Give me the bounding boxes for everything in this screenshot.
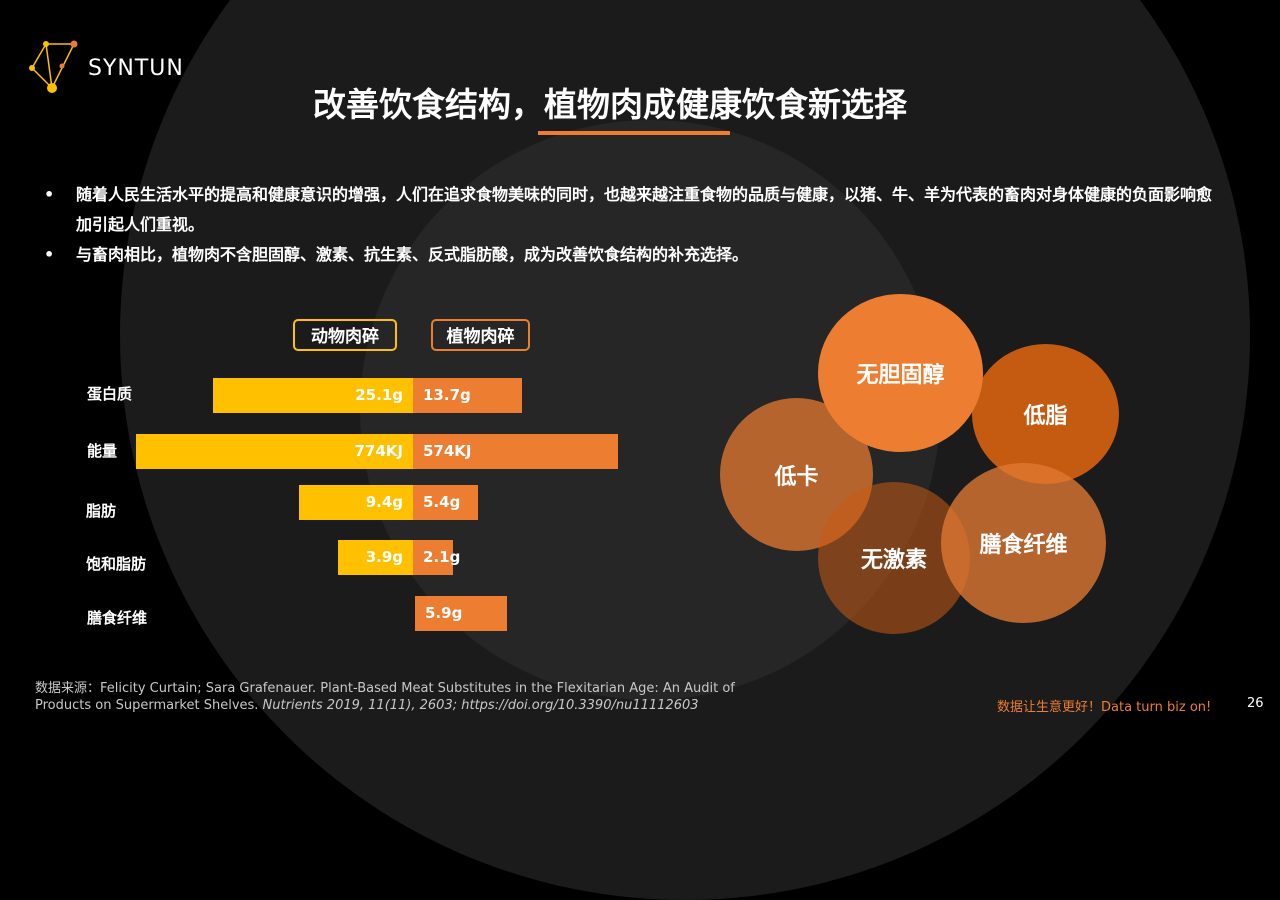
bar-plant: 5.4g <box>413 485 479 520</box>
legend-animal: 动物肉碎 <box>293 319 397 351</box>
category-label: 能量 <box>87 442 118 460</box>
bar-animal: 3.9g <box>338 540 413 575</box>
logo-network-icon <box>29 40 78 93</box>
bullet-list: • 随着人民生活水平的提高和健康意识的增强，人们在追求食物美味的同时，也越来越注重… <box>40 180 1220 270</box>
bubble-dietary-fiber: 膳食纤维 <box>941 463 1106 623</box>
bar-animal: 25.1g <box>213 378 413 413</box>
bubble-no-cholesterol: 无胆固醇 <box>818 294 983 452</box>
bar-plant: 5.9g <box>415 596 507 631</box>
legend-plant: 植物肉碎 <box>431 319 530 351</box>
category-label: 脂肪 <box>86 502 117 520</box>
bullet-item: • 与畜肉相比，植物肉不含胆固醇、激素、抗生素、反式脂肪酸，成为改善饮食结构的补充… <box>44 245 749 264</box>
category-label: 膳食纤维 <box>87 609 148 627</box>
title-underline <box>538 131 730 135</box>
footer-slogan: 数据让生意更好！Data turn biz on! <box>997 700 1212 715</box>
logo-text: SYNTUN <box>88 56 184 81</box>
bubble-low-fat: 低脂 <box>972 344 1119 484</box>
page-number: 26 <box>1247 696 1264 711</box>
bar-plant: 13.7g <box>413 378 523 413</box>
source-line-1: 数据来源：Felicity Curtain; Sara Grafenauer. … <box>35 681 735 696</box>
category-label: 饱和脂肪 <box>86 555 147 573</box>
source-line-2: Products on Supermarket Shelves. <box>35 698 263 713</box>
bar-plant: 574KJ <box>413 434 619 469</box>
category-label: 蛋白质 <box>87 385 133 403</box>
page-title: 改善饮食结构，植物肉成健康饮食新选择 <box>313 85 907 124</box>
logo: SYNTUN <box>28 38 208 98</box>
source-citation-italic: Nutrients 2019, 11(11), 2603; https://do… <box>262 698 699 713</box>
bullet-text: 随着人民生活水平的提高和健康意识的增强，人们在追求食物美味的同时，也越来越注重食… <box>76 185 1213 234</box>
bar-animal: 9.4g <box>299 485 413 520</box>
source-citation: 数据来源：Felicity Curtain; Sara Grafenauer. … <box>35 680 735 714</box>
bar-animal: 774KJ <box>136 434 413 469</box>
bullet-text: 与畜肉相比，植物肉不含胆固醇、激素、抗生素、反式脂肪酸，成为改善饮食结构的补充选… <box>76 245 749 264</box>
bar-plant: 2.1g <box>413 540 460 575</box>
bullet-item: • 随着人民生活水平的提高和健康意识的增强，人们在追求食物美味的同时，也越来越注重… <box>44 185 1213 234</box>
